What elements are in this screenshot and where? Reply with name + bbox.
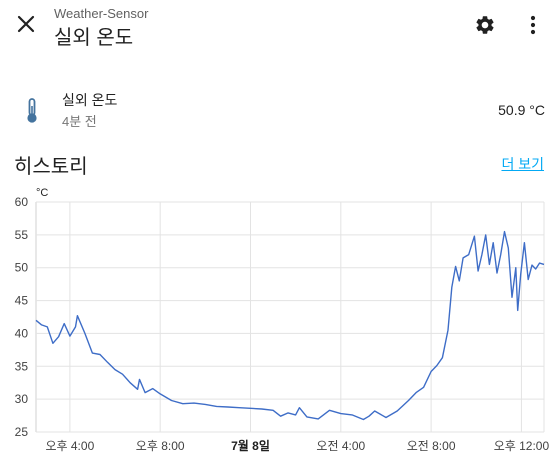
entity-last-changed: 4분 전 (62, 114, 97, 129)
close-icon (17, 15, 35, 33)
history-heading: 히스토리 (14, 156, 88, 178)
close-button[interactable] (14, 12, 38, 36)
y-tick-label: 25 (15, 425, 29, 439)
y-tick-label: 35 (15, 359, 29, 373)
y-tick-label: 40 (15, 326, 29, 340)
chart-gridlines (35, 201, 545, 433)
settings-button[interactable] (474, 14, 496, 36)
y-tick-label: 60 (15, 195, 29, 209)
entity-name: 실외 온도 (62, 92, 118, 108)
y-axis-ticks: 25 30 35 40 45 50 55 60 (15, 195, 29, 439)
thermometer-icon (27, 98, 37, 123)
dialog-title: 실외 온도 (54, 27, 134, 49)
show-more-link[interactable]: 더 보기 (501, 156, 544, 172)
x-tick-label: 오전 8:00 (407, 439, 456, 453)
x-tick-label: 오후 4:00 (45, 439, 94, 453)
more-options-button[interactable] (524, 14, 542, 36)
x-tick-label: 7월 8일 (231, 438, 270, 453)
y-tick-label: 45 (15, 294, 29, 308)
y-tick-label: 55 (15, 228, 29, 242)
more-vert-icon (530, 15, 536, 35)
x-axis-ticks: 오후 4:00 오후 8:00 7월 8일 오전 4:00 오전 8:00 오후 12:0… (45, 438, 549, 453)
x-tick-label: 오후 12:00 (494, 439, 550, 453)
gear-icon (476, 16, 494, 34)
temperature-series-line (35, 230, 545, 421)
y-tick-label: 50 (15, 261, 29, 275)
dialog-subtitle: Weather-Sensor (54, 6, 149, 21)
y-tick-label: 30 (15, 392, 29, 406)
entity-state-value: 50.9 °C (498, 102, 545, 118)
dialog-header: Weather-Sensor 실외 온도 (0, 0, 560, 56)
entity-state-row: 실외 온도 4분 전 50.9 °C (0, 84, 560, 138)
y-axis-unit-label: °C (36, 187, 48, 199)
x-tick-label: 오전 4:00 (316, 439, 365, 453)
x-tick-label: 오후 8:00 (136, 439, 185, 453)
